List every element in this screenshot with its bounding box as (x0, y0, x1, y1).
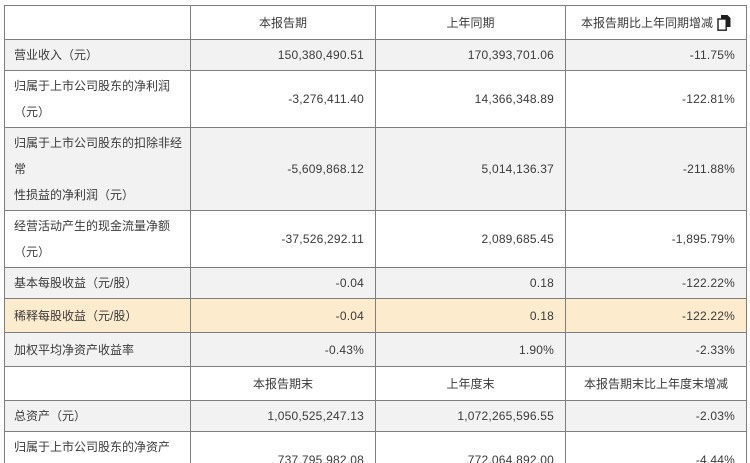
row-label: 营业收入（元） (4, 39, 191, 71)
revenue-prior: 170,393,701.06 (375, 39, 566, 71)
revenue-change: -11.75% (565, 39, 747, 71)
row-label: 基本每股收益（元/股） (4, 267, 191, 299)
row-label: 归属于上市公司股东的净利润 （元） (4, 70, 191, 128)
row-label: 归属于上市公司股东的扣除非经常 性损益的净利润（元） (4, 127, 191, 211)
total-assets-change: -2.03% (565, 400, 747, 432)
row-revenue: 营业收入（元） 150,380,490.51 170,393,701.06 -1… (4, 39, 747, 71)
row-label: 归属于上市公司股东的净资产 （元） (4, 431, 191, 463)
row-net-profit: 归属于上市公司股东的净利润 （元） -3,276,411.40 14,366,3… (4, 70, 747, 128)
cash-flow-change: -1,895.79% (565, 210, 747, 268)
deducted-profit-prior: 5,014,136.37 (375, 127, 566, 211)
roe-prior: 1.90% (375, 332, 566, 367)
net-assets-current: 737,795,982.08 (190, 431, 376, 463)
row-label: 稀释每股收益（元/股） (4, 298, 191, 333)
header-change-label: 本报告期比上年同期增减 (580, 16, 713, 30)
net-profit-change: -122.81% (565, 70, 747, 128)
header-current-period: 本报告期 (190, 5, 376, 40)
header-change-vs-year-end: 本报告期末比上年度末增减 (565, 366, 747, 401)
basic-eps-prior: 0.18 (375, 267, 566, 299)
net-assets-change: -4.44% (565, 431, 747, 463)
roe-current: -0.43% (190, 332, 376, 367)
row-label: 总资产（元） (4, 400, 191, 432)
diluted-eps-prior: 0.18 (375, 298, 566, 333)
row-net-profit-deducted: 归属于上市公司股东的扣除非经常 性损益的净利润（元） -5,609,868.12… (4, 127, 747, 211)
diluted-eps-change: -122.22% (565, 298, 747, 333)
basic-eps-change: -122.22% (565, 267, 747, 299)
roe-change: -2.33% (565, 332, 747, 367)
row-net-assets: 归属于上市公司股东的净资产 （元） 737,795,982.08 772,064… (4, 431, 747, 463)
revenue-current: 150,380,490.51 (190, 39, 376, 71)
header-row-current-period: 本报告期 上年同期 本报告期比上年同期增减 (4, 5, 747, 40)
header-prior-period: 上年同期 (375, 5, 566, 40)
header-period-end: 本报告期末 (190, 366, 376, 401)
total-assets-current: 1,050,525,247.13 (190, 400, 376, 432)
diluted-eps-current: -0.04 (190, 298, 376, 333)
row-total-assets: 总资产（元） 1,050,525,247.13 1,072,265,596.55… (4, 400, 747, 432)
financial-summary-table: 本报告期 上年同期 本报告期比上年同期增减 营业收入（元） 150,380,49… (4, 5, 747, 463)
net-profit-current: -3,276,411.40 (190, 70, 376, 128)
header-row-period-end: 本报告期末 上年度末 本报告期末比上年度末增减 (4, 366, 747, 401)
cash-flow-prior: 2,089,685.45 (375, 210, 566, 268)
net-profit-prior: 14,366,348.89 (375, 70, 566, 128)
header-prior-year-end: 上年度末 (375, 366, 566, 401)
row-label: 经营活动产生的现金流量净额 （元） (4, 210, 191, 268)
copy-icon[interactable] (717, 14, 731, 31)
row-diluted-eps-highlighted: 稀释每股收益（元/股） -0.04 0.18 -122.22% (4, 298, 747, 333)
total-assets-prior: 1,072,265,596.55 (375, 400, 566, 432)
row-basic-eps: 基本每股收益（元/股） -0.04 0.18 -122.22% (4, 267, 747, 299)
cash-flow-current: -37,526,292.11 (190, 210, 376, 268)
deducted-profit-change: -211.88% (565, 127, 747, 211)
row-label: 加权平均净资产收益率 (4, 332, 191, 367)
financial-summary-table-wrap: 本报告期 上年同期 本报告期比上年同期增减 营业收入（元） 150,380,49… (4, 5, 747, 463)
row-weighted-avg-roe: 加权平均净资产收益率 -0.43% 1.90% -2.33% (4, 332, 747, 367)
basic-eps-current: -0.04 (190, 267, 376, 299)
header-change-vs-prior: 本报告期比上年同期增减 (565, 5, 747, 40)
net-assets-prior: 772,064,892.00 (375, 431, 566, 463)
header-empty-cell (4, 366, 191, 401)
deducted-profit-current: -5,609,868.12 (190, 127, 376, 211)
row-operating-cash-flow: 经营活动产生的现金流量净额 （元） -37,526,292.11 2,089,6… (4, 210, 747, 268)
header-empty-cell (4, 5, 191, 40)
